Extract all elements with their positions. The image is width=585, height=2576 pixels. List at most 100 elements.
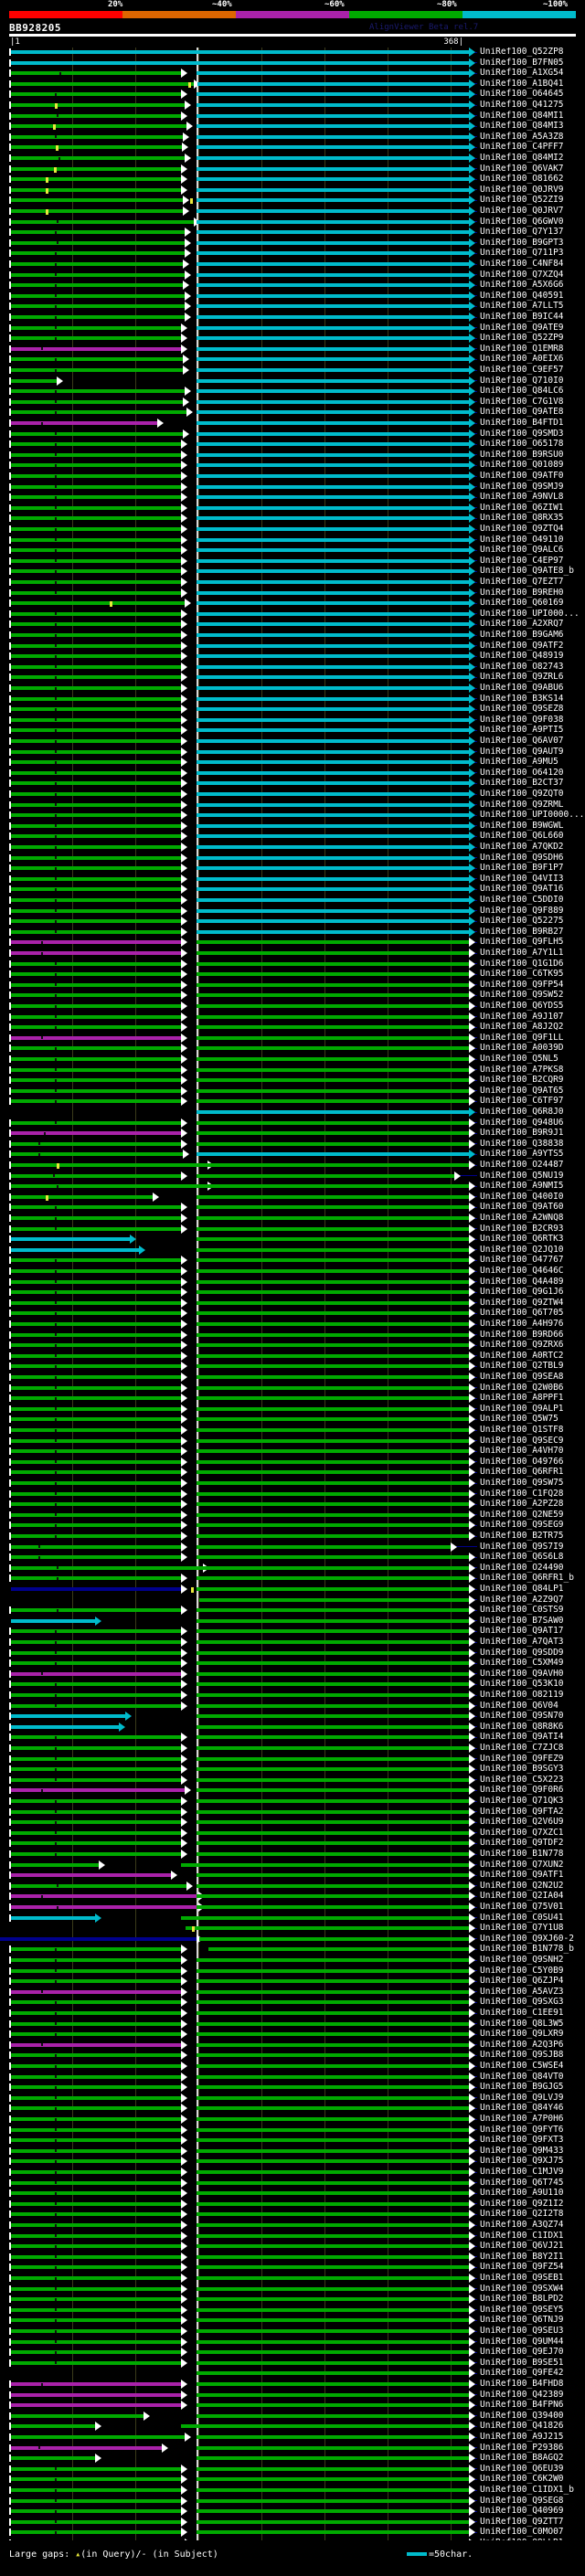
alignment-segment[interactable] (11, 272, 185, 277)
subject-accession-label[interactable]: UniRef100_O64120 (480, 767, 564, 778)
alignment-segment[interactable] (11, 262, 183, 266)
alignment-segment[interactable] (11, 2265, 181, 2270)
alignment-row[interactable]: UniRef100_C5DDI0 (0, 895, 585, 906)
alignment-row[interactable]: UniRef100_A7Y1L1 (0, 948, 585, 959)
alignment-segment[interactable] (11, 293, 185, 298)
alignment-row[interactable]: UniRef100_Q6TNJ9 (0, 2315, 585, 2327)
alignment-segment[interactable] (11, 1226, 181, 1231)
subject-accession-label[interactable]: UniRef100_Q9ZRML (480, 799, 564, 810)
alignment-segment[interactable] (197, 2445, 469, 2450)
subject-accession-label[interactable]: UniRef100_Q2N2U2 (480, 1880, 564, 1891)
alignment-segment[interactable] (197, 1131, 469, 1136)
alignment-row[interactable]: UniRef100_O65178 (0, 439, 585, 451)
alignment-row[interactable]: UniRef100_B9GPT3 (0, 238, 585, 249)
alignment-segment[interactable] (11, 569, 181, 574)
alignment-segment[interactable] (197, 1269, 469, 1273)
alignment-segment[interactable] (197, 1682, 469, 1687)
alignment-segment[interactable] (11, 1968, 181, 1973)
subject-accession-label[interactable]: UniRef100_Q52ZP9 (480, 333, 564, 344)
alignment-segment[interactable] (197, 1481, 469, 1485)
alignment-row[interactable]: UniRef100_Q52275 (0, 916, 585, 928)
alignment-row[interactable]: UniRef100_Q9SDH6 (0, 853, 585, 864)
alignment-segment[interactable] (11, 336, 181, 341)
alignment-segment[interactable] (11, 50, 469, 54)
alignment-segment[interactable] (11, 1491, 181, 1496)
alignment-segment[interactable] (11, 187, 181, 192)
alignment-row[interactable]: UniRef100_B9R9J1 (0, 1128, 585, 1140)
alignment-segment[interactable] (11, 887, 181, 892)
subject-accession-label[interactable]: UniRef100_A3QZ74 (480, 2220, 564, 2230)
alignment-row[interactable]: UniRef100_A9PTI5 (0, 725, 585, 737)
alignment-segment[interactable] (11, 1481, 181, 1485)
alignment-segment[interactable] (11, 611, 181, 616)
subject-accession-label[interactable]: UniRef100_C1FQ28 (480, 1488, 564, 1499)
alignment-row[interactable]: UniRef100_Q9ZQT0 (0, 789, 585, 800)
alignment-segment[interactable] (197, 219, 469, 224)
alignment-row[interactable]: UniRef100_Q6YDS5 (0, 1001, 585, 1012)
alignment-segment[interactable] (197, 431, 469, 436)
alignment-segment[interactable] (197, 1417, 469, 1422)
subject-accession-label[interactable]: UniRef100_Q9SW52 (480, 990, 564, 1001)
alignment-row[interactable]: UniRef100_Q38838 (0, 1139, 585, 1150)
alignment-segment[interactable] (197, 2456, 469, 2461)
alignment-segment[interactable] (197, 389, 469, 394)
alignment-segment[interactable] (197, 2276, 469, 2280)
alignment-segment[interactable] (197, 2530, 469, 2535)
subject-accession-label[interactable]: UniRef100_A9NMI5 (480, 1181, 564, 1192)
subject-accession-label[interactable]: UniRef100_B2CT37 (480, 778, 564, 789)
alignment-segment[interactable] (0, 1936, 197, 1941)
alignment-segment[interactable] (11, 2318, 181, 2323)
alignment-row[interactable]: UniRef100_C5X223 (0, 1774, 585, 1786)
alignment-segment[interactable] (11, 1534, 181, 1538)
alignment-row[interactable]: UniRef100_C1FQ28 (0, 1489, 585, 1500)
alignment-segment[interactable] (197, 1279, 469, 1284)
alignment-segment[interactable] (11, 1809, 181, 1814)
alignment-segment[interactable] (197, 1343, 469, 1348)
alignment-row[interactable]: UniRef100_Q9XJ75 (0, 2156, 585, 2168)
alignment-segment[interactable] (11, 590, 181, 595)
alignment-segment[interactable] (11, 1544, 181, 1549)
subject-accession-label[interactable]: UniRef100_B3KS14 (480, 693, 564, 704)
alignment-row[interactable]: UniRef100_C0MO07 (0, 2527, 585, 2539)
subject-accession-label[interactable]: UniRef100_C6K2W0 (480, 2474, 564, 2485)
subject-accession-label[interactable]: UniRef100_Q84LP1 (480, 1584, 564, 1594)
alignment-segment[interactable] (11, 442, 181, 447)
alignment-segment[interactable] (11, 166, 181, 171)
alignment-segment[interactable] (197, 2403, 469, 2408)
alignment-segment[interactable] (11, 717, 181, 722)
subject-accession-label[interactable]: UniRef100_B1N778 (480, 1849, 564, 1859)
alignment-segment[interactable] (197, 2170, 469, 2174)
subject-accession-label[interactable]: UniRef100_Q9AT16 (480, 884, 564, 895)
alignment-row[interactable]: UniRef100_B9GJG5 (0, 2082, 585, 2094)
subject-accession-label[interactable]: UniRef100_C5DDI0 (480, 895, 564, 905)
subject-accession-label[interactable]: UniRef100_Q9ATE8_b (480, 566, 574, 577)
alignment-row[interactable]: UniRef100_A0RTC2 (0, 1351, 585, 1362)
alignment-segment[interactable] (197, 177, 469, 182)
subject-accession-label[interactable]: UniRef100_A9U110 (480, 2188, 564, 2199)
alignment-segment[interactable] (197, 378, 469, 383)
alignment-segment[interactable] (197, 781, 469, 786)
alignment-segment[interactable] (197, 1226, 469, 1231)
alignment-segment[interactable] (11, 421, 157, 425)
subject-accession-label[interactable]: UniRef100_C0STS9 (480, 1605, 564, 1616)
alignment-row[interactable]: UniRef100_C5Y0B9 (0, 1966, 585, 1977)
alignment-segment[interactable] (11, 664, 181, 669)
subject-accession-label[interactable]: UniRef100_Q9G1J6 (480, 1287, 564, 1298)
alignment-row[interactable]: UniRef100_Q1STF8 (0, 1425, 585, 1436)
alignment-segment[interactable] (11, 1078, 181, 1083)
alignment-row[interactable]: UniRef100_C4PFF7 (0, 142, 585, 154)
alignment-segment[interactable] (197, 166, 469, 171)
subject-accession-label[interactable]: UniRef100_Q9M433 (480, 2145, 564, 2156)
subject-accession-label[interactable]: UniRef100_C5X223 (480, 1774, 564, 1785)
subject-accession-label[interactable]: UniRef100_Q9ABU6 (480, 683, 564, 693)
alignment-segment[interactable] (11, 1449, 181, 1454)
alignment-segment[interactable] (11, 1152, 183, 1157)
alignment-row[interactable]: UniRef100_A1XG54 (0, 68, 585, 80)
alignment-segment[interactable] (197, 1968, 469, 1973)
alignment-row[interactable]: UniRef100_C5WSE4 (0, 2061, 585, 2072)
alignment-row[interactable]: UniRef100_B8Y2I1 (0, 2252, 585, 2263)
alignment-segment[interactable] (11, 2435, 185, 2439)
alignment-segment[interactable] (197, 1004, 469, 1008)
alignment-segment[interactable] (11, 2445, 162, 2450)
alignment-segment[interactable] (197, 92, 469, 97)
